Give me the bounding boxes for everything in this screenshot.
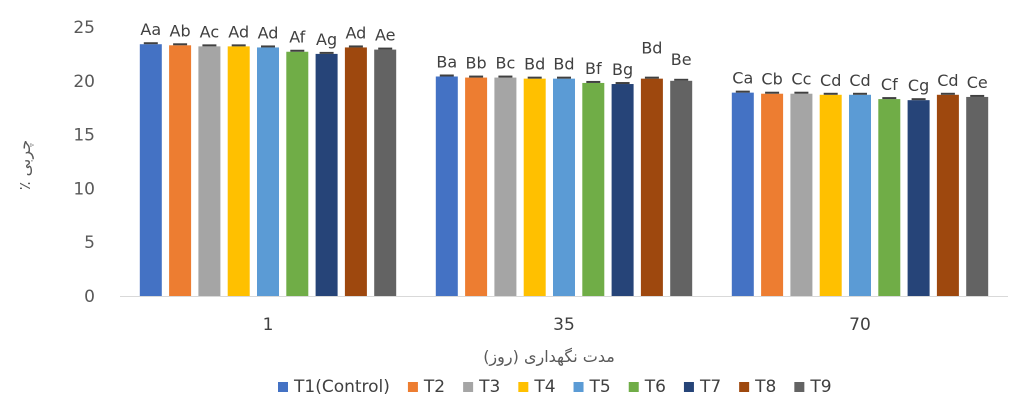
bar xyxy=(966,96,989,296)
x-axis-categories: 1 35 70 xyxy=(263,315,871,335)
bar xyxy=(819,94,842,297)
y-tick-label: 15 xyxy=(73,126,95,146)
legend-swatch xyxy=(794,382,805,392)
bar xyxy=(465,77,488,297)
legend-swatch xyxy=(463,382,474,392)
bar xyxy=(878,99,901,296)
bar xyxy=(169,45,192,297)
data-label: Be xyxy=(671,50,692,69)
data-label: Cf xyxy=(881,75,898,94)
data-label: Bd xyxy=(524,55,545,74)
data-label: Bd xyxy=(553,55,574,74)
legend-label: T6 xyxy=(644,377,666,397)
data-label: Ag xyxy=(316,30,337,49)
data-label: Ab xyxy=(170,21,191,40)
legend-label: T3 xyxy=(478,377,500,397)
x-axis-title: مدت نگهداری (روز) xyxy=(483,347,615,367)
bar xyxy=(640,78,663,296)
data-label: Af xyxy=(289,28,305,47)
bar xyxy=(553,78,575,296)
bar xyxy=(761,93,784,296)
x-category-label: 35 xyxy=(553,315,575,335)
bar xyxy=(936,94,959,297)
bar xyxy=(907,100,930,296)
data-label: Ca xyxy=(732,69,753,88)
legend-swatch xyxy=(683,382,694,392)
data-label: Bb xyxy=(466,54,487,73)
data-label: Bd xyxy=(641,39,662,58)
x-category-label: 70 xyxy=(849,315,871,335)
bar xyxy=(344,47,367,296)
y-axis-ticks: 0 5 10 15 20 25 xyxy=(73,18,95,307)
y-tick-label: 5 xyxy=(84,233,95,253)
data-label: Aa xyxy=(140,20,161,39)
x-category-label: 1 xyxy=(263,315,274,335)
data-label: Cg xyxy=(908,76,929,95)
bar xyxy=(849,94,871,297)
bar xyxy=(139,44,162,296)
legend-label: T5 xyxy=(589,377,611,397)
bar xyxy=(435,76,458,296)
bar xyxy=(198,46,221,297)
bar xyxy=(494,77,517,297)
data-label: Ad xyxy=(228,22,249,41)
y-tick-label: 20 xyxy=(73,72,95,92)
legend-swatch xyxy=(573,382,584,392)
bar xyxy=(227,46,250,297)
data-label: Cd xyxy=(937,71,958,90)
legend: T1(Control) T2 T3 T4 T5 T6 T7 T8 T9 xyxy=(278,377,832,397)
bar xyxy=(374,49,397,296)
data-label: Bf xyxy=(585,59,602,78)
y-tick-label: 10 xyxy=(73,179,95,199)
bar xyxy=(257,47,279,296)
data-label: Ba xyxy=(436,52,457,71)
data-label: Ae xyxy=(375,26,396,45)
bars-group: Aa Ab Ac Ad Ad Af Ag Ad Ae Ba Bb Bc Bd Bd Bf Bg Bd Be Ca Cb… xyxy=(139,20,989,297)
legend-swatch xyxy=(628,382,639,392)
data-label: Ad xyxy=(258,23,279,42)
bar xyxy=(670,80,693,296)
bar xyxy=(790,93,813,296)
legend-swatch xyxy=(518,382,529,392)
legend-swatch xyxy=(278,382,288,392)
legend-swatch xyxy=(739,382,750,392)
data-label: Ad xyxy=(345,23,366,42)
y-tick-label: 0 xyxy=(84,287,95,307)
legend-label: T2 xyxy=(423,377,445,397)
bar xyxy=(315,53,338,297)
y-axis-title: ٪ چربی xyxy=(15,140,35,190)
data-label: Bc xyxy=(496,54,516,73)
legend-swatch xyxy=(407,382,418,392)
data-label: Ce xyxy=(967,73,988,92)
legend-label: T7 xyxy=(699,377,721,397)
bar xyxy=(611,84,634,296)
bar xyxy=(731,92,754,296)
data-label: Bg xyxy=(612,60,633,79)
data-label: Cd xyxy=(849,71,870,90)
bar xyxy=(286,51,309,296)
legend-label: T1(Control) xyxy=(293,377,390,397)
legend-label: T9 xyxy=(809,377,831,397)
legend-label: T4 xyxy=(533,377,555,397)
data-label: Cb xyxy=(761,70,782,89)
bar xyxy=(582,82,605,297)
y-tick-label: 25 xyxy=(73,18,95,38)
bar xyxy=(523,78,546,296)
data-label: Cc xyxy=(791,70,811,89)
data-label: Cd xyxy=(820,71,841,90)
data-label: Ac xyxy=(200,22,219,41)
legend-label: T8 xyxy=(754,377,776,397)
